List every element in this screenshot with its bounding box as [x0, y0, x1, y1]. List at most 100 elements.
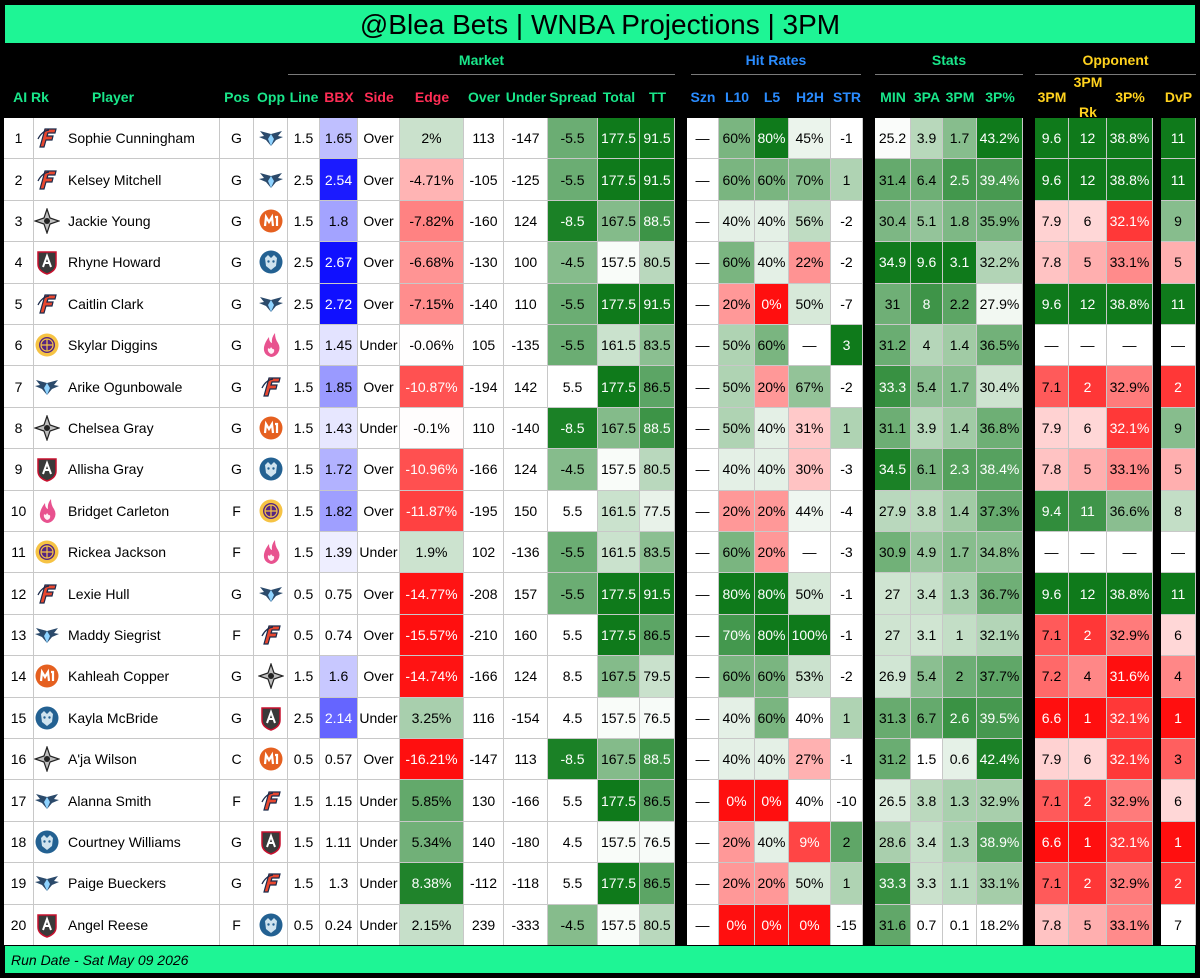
line-cell: 1.5: [288, 118, 320, 160]
spread-cell: 5.5: [548, 366, 598, 408]
column-header-rk[interactable]: AI Rk: [13, 88, 49, 105]
player-name[interactable]: Paige Bueckers: [68, 875, 167, 892]
column-header-under[interactable]: Under: [505, 88, 547, 105]
tt-cell: 91.5: [640, 118, 675, 160]
player-name[interactable]: Lexie Hull: [68, 585, 130, 602]
mercury-icon: [34, 663, 60, 689]
column-header-tt[interactable]: TT: [648, 88, 667, 105]
3pa-cell: 3.9: [911, 118, 943, 160]
player-name[interactable]: Angel Reese: [68, 916, 149, 933]
dvp-cell: 1: [1161, 821, 1196, 864]
over-cell: -160: [464, 200, 504, 243]
l10-cell: 60%: [719, 159, 755, 201]
3pct-cell: 18.2%: [977, 904, 1023, 946]
column-header-player[interactable]: Player: [92, 88, 135, 105]
player-name[interactable]: Rickea Jackson: [68, 544, 167, 561]
side-cell: Under: [358, 697, 400, 739]
group-header-opponent: Opponent: [1082, 52, 1149, 68]
column-header-o3pct[interactable]: 3P%: [1115, 88, 1145, 105]
column-header-edge[interactable]: Edge: [414, 88, 450, 105]
dvp-cell: 3: [1161, 739, 1196, 781]
column-header-total[interactable]: Total: [602, 88, 636, 105]
column-header-line[interactable]: Line: [289, 88, 319, 105]
l10-cell: 40%: [719, 449, 755, 491]
3pct-cell: 42.4%: [977, 739, 1023, 781]
bbx-cell: 1.72: [320, 449, 358, 491]
column-header-spread[interactable]: Spread: [549, 88, 597, 105]
column-header-dvp[interactable]: DvP: [1164, 88, 1193, 105]
3pm-cell: 1.3: [943, 573, 977, 615]
player-name[interactable]: Kayla McBride: [68, 709, 159, 726]
player-name[interactable]: A'ja Wilson: [68, 751, 137, 768]
player-name[interactable]: Jackie Young: [68, 212, 151, 229]
player-cell: Sophie Cunningham: [34, 118, 220, 160]
pos-cell: G: [220, 449, 254, 491]
spread-cell: 4.5: [548, 697, 598, 739]
h2h-cell: 22%: [789, 242, 831, 284]
player-name[interactable]: Chelsea Gray: [68, 419, 154, 436]
column-header-l5[interactable]: L5: [763, 88, 781, 105]
column-header-pos[interactable]: Pos: [224, 88, 250, 105]
l10-cell: 80%: [719, 573, 755, 615]
column-header-o3rk[interactable]: 3PM Rk: [1069, 74, 1107, 119]
player-name[interactable]: Courtney Williams: [68, 833, 181, 850]
player-name[interactable]: Kelsey Mitchell: [68, 171, 162, 188]
aces-icon: [34, 414, 60, 441]
column-header-side[interactable]: Side: [364, 88, 394, 105]
column-header-l10[interactable]: L10: [724, 88, 750, 105]
szn-cell: —: [687, 821, 719, 864]
l10-cell: 0%: [719, 780, 755, 822]
column-header-min[interactable]: MIN: [880, 88, 906, 105]
dvp-cell: 6: [1161, 614, 1196, 657]
player-name[interactable]: Arike Ogunbowale: [68, 378, 183, 395]
player-name[interactable]: Caitlin Clark: [68, 295, 144, 312]
total-cell: 167.5: [598, 739, 640, 781]
spread-cell: -5.5: [548, 118, 598, 160]
lynx-icon: [254, 904, 288, 946]
edge-cell: 8.38%: [400, 863, 464, 905]
tt-cell: 91.5: [640, 159, 675, 201]
rank-cell: 13: [4, 614, 34, 657]
player-name[interactable]: Maddy Siegrist: [68, 626, 161, 643]
spread-cell: -5.5: [548, 325, 598, 367]
column-header-3pct[interactable]: 3P%: [985, 88, 1015, 105]
rank-cell: 10: [4, 490, 34, 532]
player-name[interactable]: Allisha Gray: [68, 461, 144, 478]
column-header-str[interactable]: STR: [833, 88, 861, 105]
total-cell: 177.5: [598, 614, 640, 657]
dvp-cell: 9: [1161, 200, 1196, 243]
str-cell: -2: [831, 200, 863, 243]
player-name[interactable]: Rhyne Howard: [68, 254, 161, 271]
l10-cell: 50%: [719, 366, 755, 408]
edge-cell: -7.15%: [400, 283, 464, 325]
under-cell: -125: [504, 159, 548, 201]
column-header-3pa[interactable]: 3PA: [913, 88, 941, 105]
tt-cell: 88.5: [640, 739, 675, 781]
edge-cell: -7.82%: [400, 200, 464, 243]
column-header-o3pm[interactable]: 3PM: [1037, 88, 1067, 105]
column-header-opp[interactable]: Opp: [257, 88, 285, 105]
column-header-szn[interactable]: Szn: [690, 88, 716, 105]
player-cell: Rickea Jackson: [34, 532, 220, 574]
player-name[interactable]: Skylar Diggins: [68, 337, 158, 354]
o3pm-cell: 7.8: [1035, 242, 1069, 284]
szn-cell: —: [687, 614, 719, 657]
column-header-3pm[interactable]: 3PM: [945, 88, 975, 105]
o3rk-cell: 5: [1069, 242, 1107, 284]
bbx-cell: 2.72: [320, 283, 358, 325]
3pm-cell: 1.8: [943, 200, 977, 243]
player-name[interactable]: Alanna Smith: [68, 792, 152, 809]
line-cell: 0.5: [288, 573, 320, 615]
column-header-over[interactable]: Over: [468, 88, 500, 105]
l5-cell: 0%: [755, 904, 789, 946]
column-header-h2h[interactable]: H2H: [795, 88, 824, 105]
group-divider: [1035, 74, 1196, 75]
player-name[interactable]: Bridget Carleton: [68, 502, 170, 519]
szn-cell: —: [687, 159, 719, 201]
tt-cell: 83.5: [640, 532, 675, 574]
player-name[interactable]: Kahleah Copper: [68, 668, 170, 685]
3pa-cell: 6.7: [911, 697, 943, 739]
over-cell: 140: [464, 821, 504, 864]
column-header-bbx[interactable]: BBX: [324, 88, 354, 105]
player-name[interactable]: Sophie Cunningham: [68, 130, 195, 147]
